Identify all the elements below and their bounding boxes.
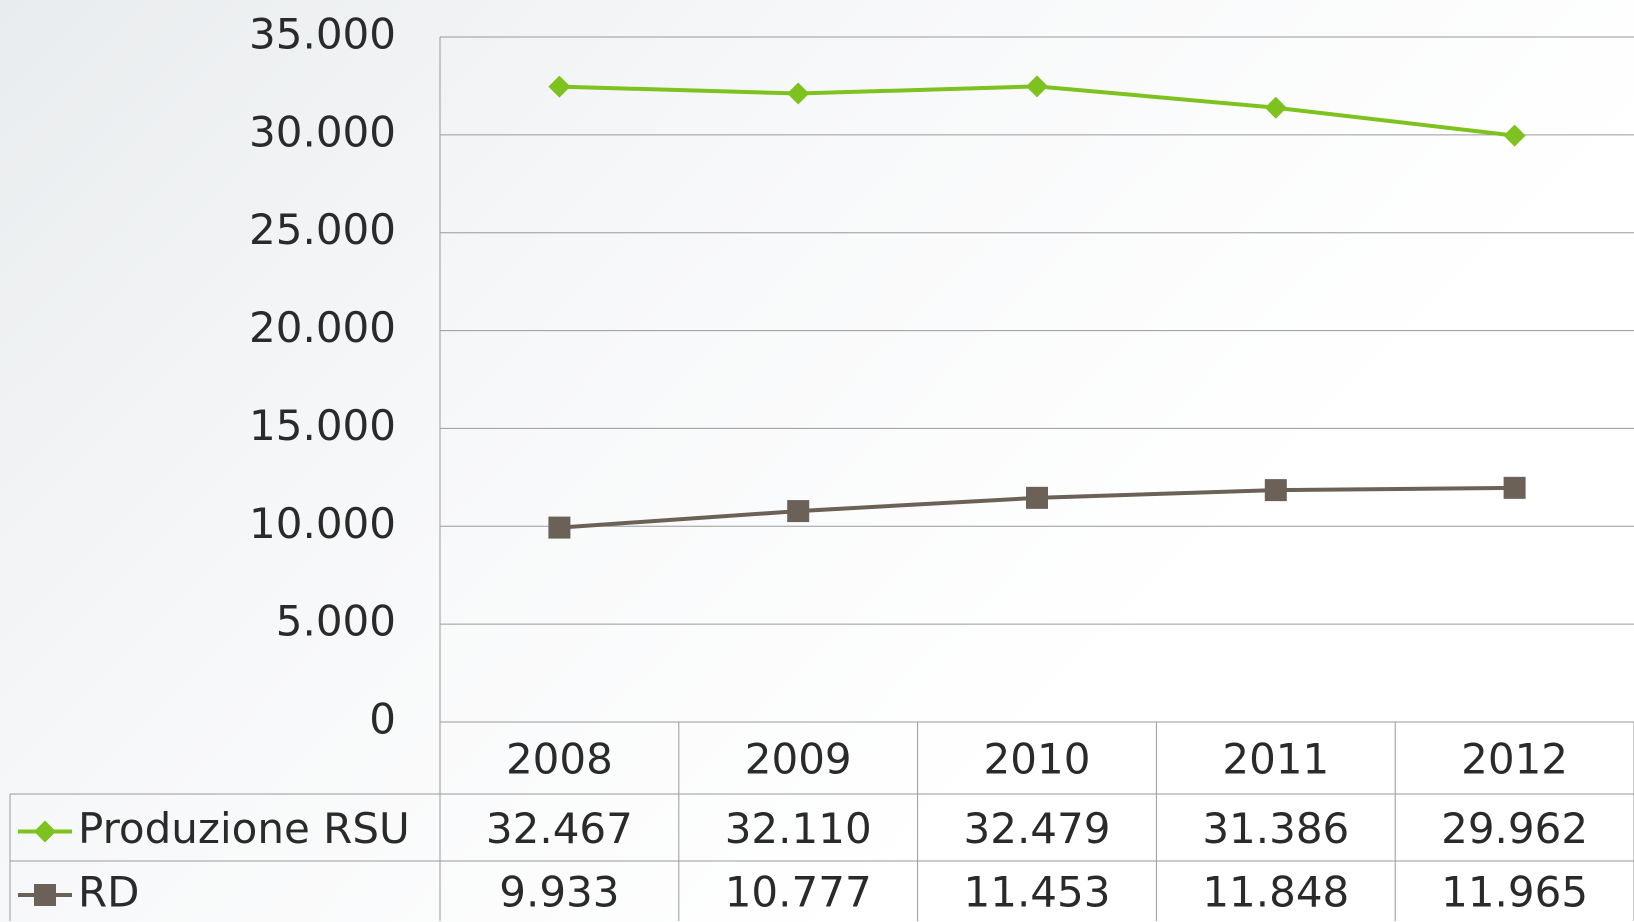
y-tick-label: 0 [369, 695, 396, 744]
x-tick-label: 2009 [745, 735, 852, 784]
x-tick-label: 2012 [1461, 735, 1568, 784]
data-point [548, 516, 571, 539]
y-tick-label: 10.000 [249, 499, 396, 548]
data-point [787, 500, 810, 523]
data-point [1026, 75, 1048, 98]
y-tick-label: 35.000 [249, 10, 396, 59]
legend-marker [34, 820, 56, 843]
legend-marker [34, 884, 56, 906]
table-value: 32.110 [725, 804, 872, 853]
table-value: 9.933 [499, 868, 619, 917]
table-value: 31.386 [1202, 804, 1349, 853]
data-point [1503, 124, 1526, 147]
table-value: 11.848 [1202, 868, 1349, 917]
table-value: 11.453 [964, 868, 1111, 917]
table-value: 11.965 [1441, 868, 1588, 917]
table-value: 32.467 [486, 804, 633, 853]
x-tick-label: 2011 [1222, 735, 1329, 784]
data-point [787, 82, 810, 105]
x-tick-label: 2010 [984, 735, 1091, 784]
data-point [1264, 479, 1287, 502]
y-tick-label: 15.000 [249, 401, 396, 450]
legend-label: Produzione RSU [78, 804, 410, 853]
table-value: 32.479 [964, 804, 1111, 853]
data-point [548, 75, 571, 98]
legend-label: RD [78, 868, 140, 917]
y-tick-label: 5.000 [276, 597, 396, 646]
y-tick-label: 25.000 [249, 205, 396, 254]
x-tick-label: 2008 [506, 735, 613, 784]
data-point [1503, 476, 1526, 499]
data-point [1026, 486, 1048, 509]
table-value: 29.962 [1441, 804, 1588, 853]
y-tick-label: 20.000 [249, 303, 396, 352]
y-tick-label: 30.000 [249, 107, 396, 156]
data-point [1264, 96, 1287, 119]
table-value: 10.777 [725, 868, 872, 917]
